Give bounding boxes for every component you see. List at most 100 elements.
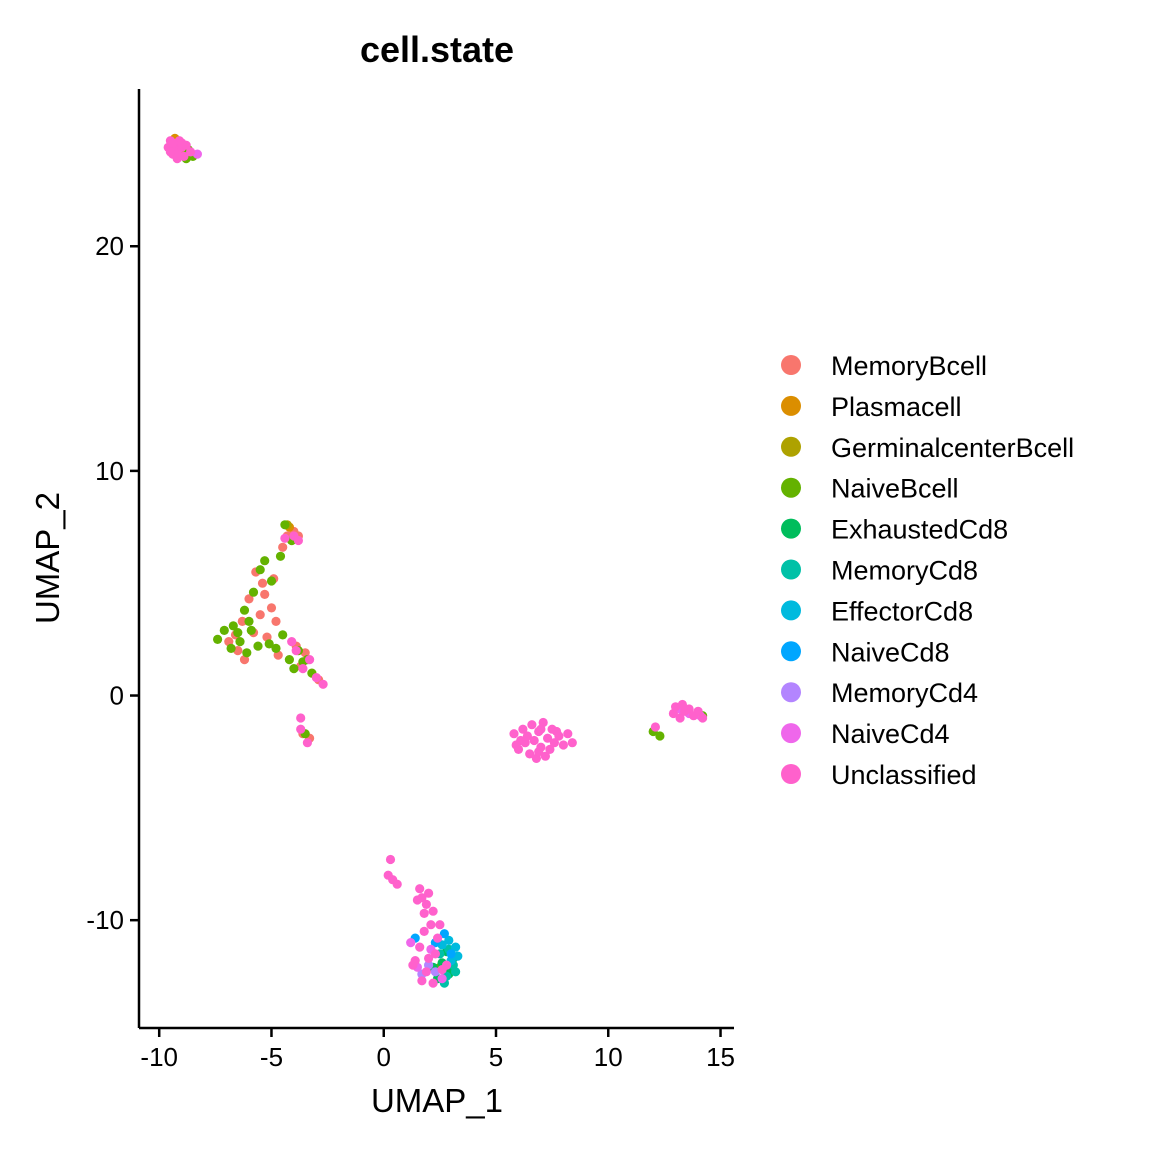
data-point xyxy=(278,542,288,552)
data-point xyxy=(552,726,562,737)
data-point xyxy=(529,735,539,746)
data-point xyxy=(266,576,277,586)
data-point xyxy=(677,699,688,710)
data-point xyxy=(246,625,256,636)
data-point xyxy=(266,603,277,613)
legend-key xyxy=(781,518,801,539)
data-point xyxy=(284,655,294,665)
legend-label: MemoryCd8 xyxy=(831,556,978,586)
axes-layer xyxy=(137,89,734,1030)
data-point xyxy=(318,679,328,689)
legend-label: GerminalcenterBcell xyxy=(831,433,1074,463)
data-point xyxy=(293,535,303,546)
data-point xyxy=(296,713,306,723)
legend-key xyxy=(781,559,801,580)
data-point xyxy=(280,533,290,543)
data-point xyxy=(522,731,533,741)
legend-key xyxy=(781,600,801,621)
data-point xyxy=(305,655,315,665)
x-tick-label: 5 xyxy=(489,1042,503,1072)
data-point xyxy=(237,616,247,627)
data-point xyxy=(311,673,321,683)
data-point xyxy=(421,899,431,910)
data-point xyxy=(437,974,447,984)
data-point xyxy=(296,724,306,734)
data-point xyxy=(534,747,544,757)
data-point xyxy=(525,749,535,759)
data-point xyxy=(280,520,290,530)
legend-key xyxy=(781,682,801,703)
data-point xyxy=(255,610,265,620)
data-point xyxy=(226,643,236,654)
y-ticks: -10 0 10 20 xyxy=(86,231,139,935)
data-point xyxy=(271,616,281,627)
data-point xyxy=(451,967,461,977)
data-point xyxy=(655,731,665,741)
data-point xyxy=(260,589,270,600)
legend-label: NaiveCd4 xyxy=(831,719,950,749)
legend-label: MemoryCd4 xyxy=(831,678,978,708)
data-point xyxy=(242,648,252,658)
data-point xyxy=(511,740,521,750)
x-tick-label: 10 xyxy=(594,1042,623,1072)
legend: MemoryBcell Plasmacell GerminalcenterBcell… xyxy=(781,351,1074,790)
y-axis-title: UMAP_2 xyxy=(29,492,66,624)
data-point xyxy=(698,713,708,723)
data-point xyxy=(257,578,268,588)
data-point xyxy=(271,643,281,654)
data-point xyxy=(549,738,560,748)
data-point xyxy=(235,637,245,647)
data-point xyxy=(172,154,182,164)
data-point xyxy=(675,713,685,723)
data-point xyxy=(248,587,259,597)
x-axis-title: UMAP_1 xyxy=(371,1082,503,1119)
legend-label: ExhaustedCd8 xyxy=(831,515,1008,545)
data-point xyxy=(255,565,265,575)
data-point xyxy=(392,879,402,889)
data-point xyxy=(264,639,274,649)
x-tick-label: -10 xyxy=(140,1042,178,1072)
data-point xyxy=(408,960,418,970)
data-point xyxy=(415,884,425,894)
data-point xyxy=(419,926,429,937)
data-point xyxy=(278,630,288,640)
data-point xyxy=(693,706,703,716)
data-point xyxy=(424,953,434,964)
data-point xyxy=(168,138,178,148)
x-ticks: -10 -5 0 5 10 15 xyxy=(140,1028,735,1072)
data-point xyxy=(444,935,454,946)
data-point xyxy=(527,720,537,730)
data-point xyxy=(428,978,438,988)
y-tick-label: 0 xyxy=(110,681,124,711)
legend-key xyxy=(781,395,801,416)
data-point xyxy=(244,594,254,604)
data-point xyxy=(540,751,551,761)
data-point xyxy=(545,744,555,755)
data-point xyxy=(442,960,452,970)
legend-label: NaiveBcell xyxy=(831,474,959,504)
legend-label: EffectorCd8 xyxy=(831,596,973,626)
data-point xyxy=(650,722,661,732)
data-point xyxy=(451,942,461,952)
data-point xyxy=(419,908,429,919)
data-point xyxy=(219,625,229,636)
data-point xyxy=(253,641,263,651)
data-point xyxy=(518,724,528,734)
data-point xyxy=(428,906,438,916)
data-point xyxy=(446,949,456,959)
y-tick-label: -10 xyxy=(86,905,124,935)
data-point xyxy=(417,976,427,986)
data-point xyxy=(558,740,569,750)
legend-label: MemoryBcell xyxy=(831,351,987,381)
legend-key xyxy=(781,355,801,375)
legend-key xyxy=(781,436,801,457)
data-point xyxy=(543,733,553,743)
legend-key xyxy=(781,641,801,662)
points-layer xyxy=(163,133,708,988)
legend-key xyxy=(781,764,801,784)
y-tick-label: 20 xyxy=(95,231,124,261)
legend-key xyxy=(781,723,801,744)
data-point xyxy=(186,147,196,157)
data-point xyxy=(228,621,238,631)
